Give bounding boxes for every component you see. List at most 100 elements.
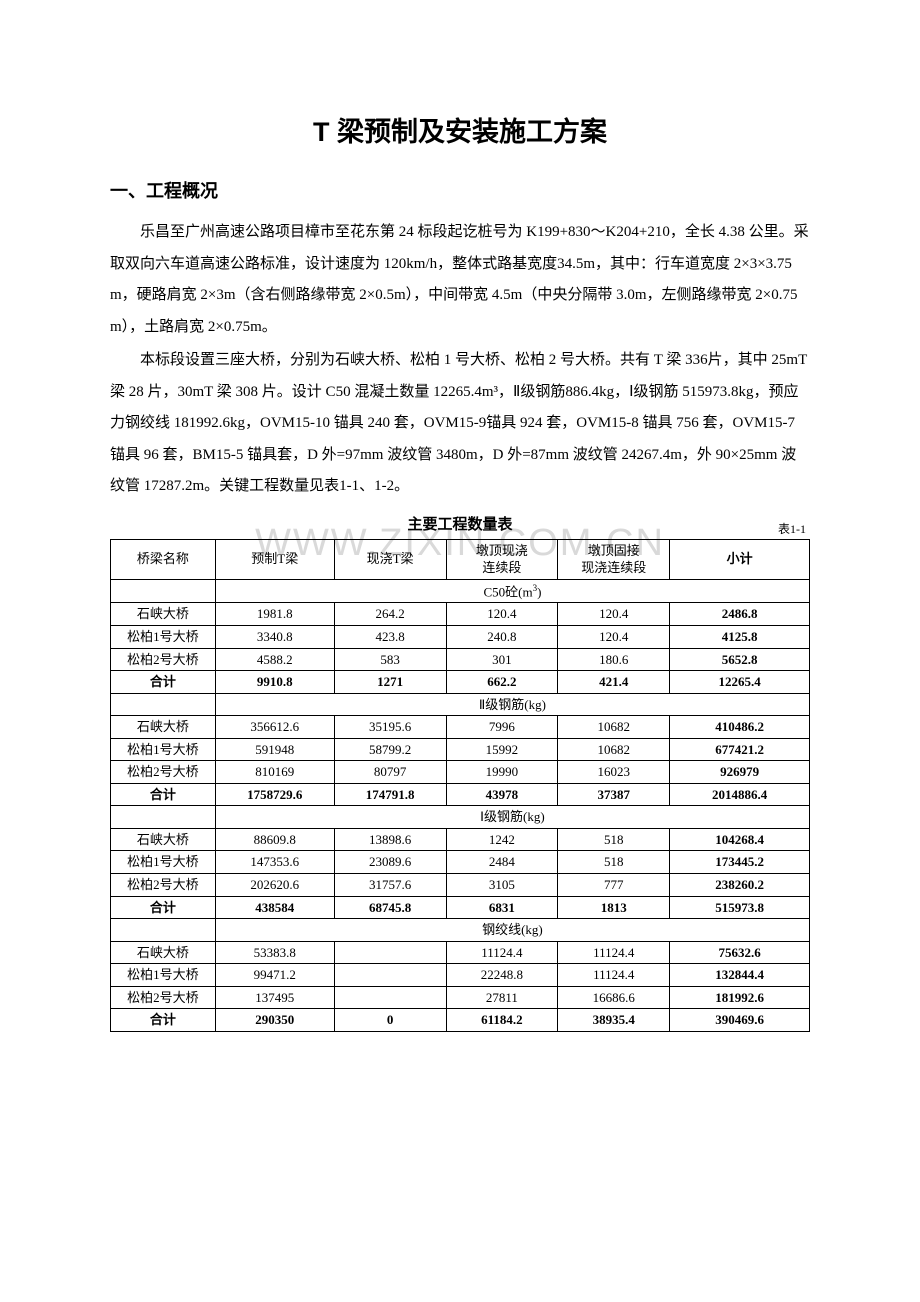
table-cell bbox=[111, 806, 216, 829]
table-cell: 合计 bbox=[111, 896, 216, 919]
table-cell: 777 bbox=[558, 874, 670, 897]
paragraph-2: 本标段设置三座大桥，分别为石峡大桥、松柏 1 号大桥、松柏 2 号大桥。共有 T… bbox=[110, 345, 810, 503]
table-cell: 120.4 bbox=[446, 603, 558, 626]
table-cell: 合计 bbox=[111, 783, 216, 806]
table-cell: 120.4 bbox=[558, 626, 670, 649]
table-cell: 37387 bbox=[558, 783, 670, 806]
table-cell: 23089.6 bbox=[334, 851, 446, 874]
table-cell: 174791.8 bbox=[334, 783, 446, 806]
table-cell: 5652.8 bbox=[670, 648, 810, 671]
table-cell: 58799.2 bbox=[334, 738, 446, 761]
table-cell: 11124.4 bbox=[558, 964, 670, 987]
table-cell: 356612.6 bbox=[215, 716, 334, 739]
table-cell: 松柏1号大桥 bbox=[111, 964, 216, 987]
table-cell: 22248.8 bbox=[446, 964, 558, 987]
table-cell: 1758729.6 bbox=[215, 783, 334, 806]
table-header-cell: 墩顶现浇连续段 bbox=[446, 539, 558, 579]
table-cell: 421.4 bbox=[558, 671, 670, 694]
table-cell: 238260.2 bbox=[670, 874, 810, 897]
group-title-cell: 钢绞线(kg) bbox=[215, 919, 809, 942]
table-cell: 301 bbox=[446, 648, 558, 671]
table-cell: 591948 bbox=[215, 738, 334, 761]
table-cell: 264.2 bbox=[334, 603, 446, 626]
table-cell: 35195.6 bbox=[334, 716, 446, 739]
table-cell: 0 bbox=[334, 1009, 446, 1032]
table-cell: 7996 bbox=[446, 716, 558, 739]
table-cell: 6831 bbox=[446, 896, 558, 919]
table-cell: 677421.2 bbox=[670, 738, 810, 761]
table-cell: 2484 bbox=[446, 851, 558, 874]
table-cell: 810169 bbox=[215, 761, 334, 784]
table-cell: 173445.2 bbox=[670, 851, 810, 874]
group-title-cell: Ⅰ级钢筋(kg) bbox=[215, 806, 809, 829]
table-cell: 410486.2 bbox=[670, 716, 810, 739]
table-cell: 390469.6 bbox=[670, 1009, 810, 1032]
table-cell: 10682 bbox=[558, 716, 670, 739]
table-cell: 3340.8 bbox=[215, 626, 334, 649]
table-cell: 松柏2号大桥 bbox=[111, 874, 216, 897]
table-cell: 1242 bbox=[446, 828, 558, 851]
table-cell: 515973.8 bbox=[670, 896, 810, 919]
table-label: 表1-1 bbox=[778, 520, 806, 537]
table-cell: 518 bbox=[558, 828, 670, 851]
table-cell: 38935.4 bbox=[558, 1009, 670, 1032]
table-cell: 1813 bbox=[558, 896, 670, 919]
table-cell: 11124.4 bbox=[558, 941, 670, 964]
table-cell: 11124.4 bbox=[446, 941, 558, 964]
table-cell: 202620.6 bbox=[215, 874, 334, 897]
table-cell: 松柏2号大桥 bbox=[111, 761, 216, 784]
table-cell bbox=[111, 579, 216, 603]
paragraph-1: 乐昌至广州高速公路项目樟市至花东第 24 标段起讫桩号为 K199+830～K2… bbox=[110, 217, 810, 343]
table-cell: 120.4 bbox=[558, 603, 670, 626]
table-cell: 290350 bbox=[215, 1009, 334, 1032]
table-cell: 181992.6 bbox=[670, 986, 810, 1009]
table-cell: 合计 bbox=[111, 671, 216, 694]
table-header-cell: 墩顶固接现浇连续段 bbox=[558, 539, 670, 579]
table-header-cell: 桥梁名称 bbox=[111, 539, 216, 579]
table-header-cell: 小计 bbox=[670, 539, 810, 579]
table-cell: 15992 bbox=[446, 738, 558, 761]
table-cell: 16023 bbox=[558, 761, 670, 784]
table-cell: 1981.8 bbox=[215, 603, 334, 626]
table-cell: 石峡大桥 bbox=[111, 941, 216, 964]
table-cell: 13898.6 bbox=[334, 828, 446, 851]
table-cell: 31757.6 bbox=[334, 874, 446, 897]
table-cell: 43978 bbox=[446, 783, 558, 806]
section-heading: 一、工程概况 bbox=[110, 177, 810, 203]
table-cell: 1271 bbox=[334, 671, 446, 694]
document-title: T 梁预制及安装施工方案 bbox=[110, 110, 810, 149]
table-cell: 16686.6 bbox=[558, 986, 670, 1009]
table-cell: 2486.8 bbox=[670, 603, 810, 626]
table-cell: 石峡大桥 bbox=[111, 828, 216, 851]
table-cell: 石峡大桥 bbox=[111, 603, 216, 626]
table-cell: 75632.6 bbox=[670, 941, 810, 964]
table-cell: 石峡大桥 bbox=[111, 716, 216, 739]
table-cell: 61184.2 bbox=[446, 1009, 558, 1032]
table-cell bbox=[111, 693, 216, 716]
table-cell: 27811 bbox=[446, 986, 558, 1009]
table-cell: 松柏1号大桥 bbox=[111, 738, 216, 761]
table-cell: 合计 bbox=[111, 1009, 216, 1032]
table-cell bbox=[334, 986, 446, 1009]
group-title-cell: C50砼(m3) bbox=[215, 579, 809, 603]
table-cell: 3105 bbox=[446, 874, 558, 897]
table-cell: 423.8 bbox=[334, 626, 446, 649]
table-cell: 松柏1号大桥 bbox=[111, 626, 216, 649]
table-cell: 2014886.4 bbox=[670, 783, 810, 806]
table-cell: 松柏1号大桥 bbox=[111, 851, 216, 874]
table-cell: 137495 bbox=[215, 986, 334, 1009]
table-title: 主要工程数量表 bbox=[407, 513, 512, 534]
table-cell: 10682 bbox=[558, 738, 670, 761]
table-cell: 240.8 bbox=[446, 626, 558, 649]
table-cell bbox=[111, 919, 216, 942]
table-cell: 4125.8 bbox=[670, 626, 810, 649]
table-cell bbox=[334, 941, 446, 964]
table-cell: 松柏2号大桥 bbox=[111, 986, 216, 1009]
table-cell: 松柏2号大桥 bbox=[111, 648, 216, 671]
table-cell: 926979 bbox=[670, 761, 810, 784]
table-header-cell: 现浇T梁 bbox=[334, 539, 446, 579]
table-cell: 53383.8 bbox=[215, 941, 334, 964]
table-cell: 99471.2 bbox=[215, 964, 334, 987]
table-cell: 80797 bbox=[334, 761, 446, 784]
table-cell: 180.6 bbox=[558, 648, 670, 671]
